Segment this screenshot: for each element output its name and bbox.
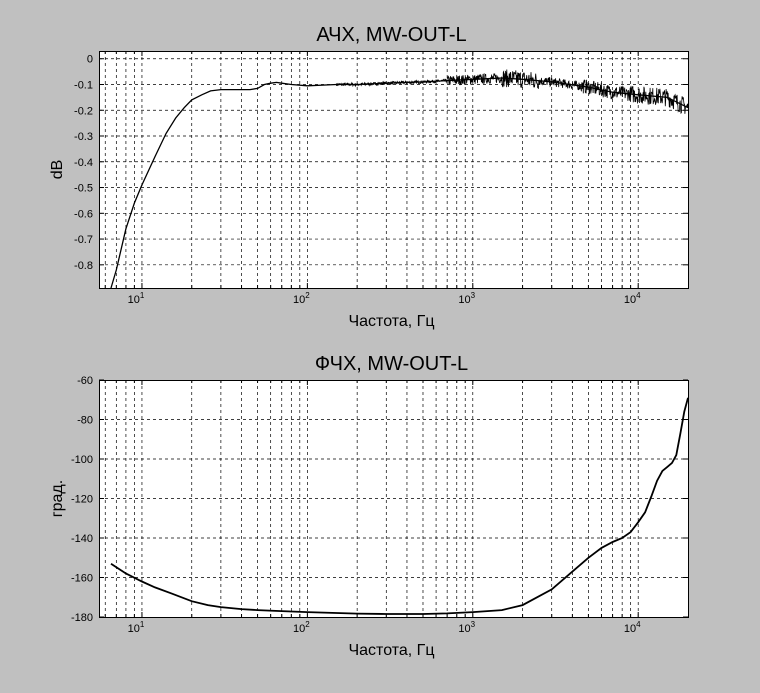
y-tick-label: -0.6 — [74, 208, 93, 220]
data-layer — [110, 397, 688, 615]
y-tick-label: -120 — [71, 494, 93, 506]
x-tick-label: 104 — [624, 291, 641, 306]
y-tick-label: -80 — [77, 415, 93, 427]
y-tick-label: -0.5 — [74, 183, 93, 195]
phase-response-chart: 101 102 103 104 -60 -80 -100 -120 -140 -160 -180 Ф… — [49, 353, 689, 659]
y-tick-label: -140 — [71, 533, 93, 545]
x-tick-label: 101 — [128, 291, 145, 306]
x-tick-label: 102 — [293, 291, 310, 306]
y-axis-label: град. — [49, 480, 66, 517]
y-tick-label: -0.1 — [74, 79, 93, 91]
y-tick-label: -0.3 — [74, 131, 93, 143]
series-ripple — [336, 69, 688, 115]
y-axis-label: dB — [49, 160, 66, 180]
axes-frame — [99, 51, 689, 289]
ticks: 101 102 103 104 -60 -80 -100 -120 -140 -160 -180 — [71, 375, 688, 635]
x-tick-label: 101 — [128, 620, 145, 635]
x-axis-label: Частота, Гц — [348, 642, 434, 659]
ticks: 101 102 103 104 0 -0.1 -0.2 -0.3 -0.4 -0.5 -0.6 -0.… — [74, 51, 688, 306]
grid — [99, 380, 688, 617]
x-tick-label: 103 — [458, 620, 475, 635]
x-tick-label: 102 — [293, 620, 310, 635]
chart-title: АЧХ, MW-OUT-L — [316, 24, 466, 46]
chart-title: ФЧХ, MW-OUT-L — [315, 353, 468, 375]
y-tick-label: 0 — [87, 54, 93, 66]
y-tick-label: -60 — [77, 375, 93, 387]
magnitude-response-chart: 101 102 103 104 0 -0.1 -0.2 -0.3 -0.4 -0.5 -0.6 -0.… — [49, 24, 689, 330]
y-tick-label: -0.7 — [74, 234, 93, 246]
data-layer — [110, 69, 688, 288]
x-tick-label: 104 — [624, 620, 641, 635]
y-tick-label: -0.4 — [74, 157, 93, 169]
y-tick-label: -0.2 — [74, 105, 93, 117]
y-tick-label: -100 — [71, 454, 93, 466]
y-tick-label: -160 — [71, 573, 93, 585]
y-tick-label: -0.8 — [74, 260, 93, 272]
x-axis-label: Частота, Гц — [348, 313, 434, 330]
plot-area — [99, 51, 688, 288]
x-tick-label: 103 — [458, 291, 475, 306]
series-line — [110, 397, 688, 615]
y-tick-label: -180 — [71, 612, 93, 624]
grid — [99, 51, 688, 288]
